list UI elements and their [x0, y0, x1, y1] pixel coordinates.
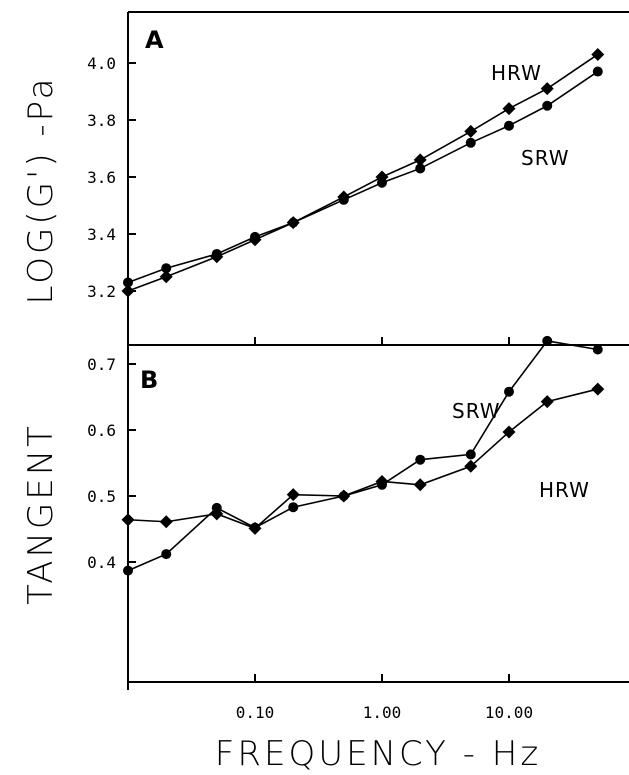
point-srw	[542, 100, 553, 111]
point-hrw	[121, 513, 135, 527]
point-hrw	[159, 515, 173, 529]
point-hrw	[375, 474, 389, 488]
point-hrw	[591, 47, 605, 61]
y-tick-label: 3.8	[87, 111, 116, 130]
series-line-srw	[127, 70, 599, 284]
panel-b: 0.4 0.5 0.6 0.7 0.10 1.00 10.00 B TANGENT SRW HRW F…	[21, 335, 629, 774]
point-srw	[415, 454, 426, 465]
point-hrw	[286, 488, 300, 502]
point-srw	[504, 120, 514, 131]
panel-a: 3.2 3.4 3.6 3.8 4.0 A LOG(G') -Pa HRW SRW	[21, 11, 629, 346]
y-tick-label: 0.5	[87, 487, 116, 506]
point-srw	[504, 386, 514, 397]
point-hrw	[502, 425, 516, 439]
point-srw	[288, 502, 299, 513]
series-label-hrw: HRW	[491, 61, 542, 85]
point-srw	[123, 277, 133, 288]
y-axis-title: LOG(G') -Pa	[21, 76, 61, 305]
point-hrw	[159, 270, 173, 284]
x-tick-label: 0.10	[236, 703, 275, 722]
series-line-hrw	[127, 388, 598, 530]
point-srw	[161, 549, 172, 560]
point-srw	[377, 177, 387, 188]
y-tick-label: 0.4	[87, 553, 116, 572]
point-hrw	[337, 489, 351, 503]
point-srw	[465, 449, 476, 460]
point-hrw	[413, 153, 427, 167]
series-label-srw: SRW	[521, 146, 570, 170]
y-tick-label: 3.2	[87, 282, 116, 301]
point-srw	[542, 335, 553, 346]
point-srw	[123, 565, 133, 576]
x-tick-label: 10.00	[485, 703, 533, 722]
point-srw	[250, 231, 260, 242]
point-hrw	[210, 507, 224, 521]
point-hrw	[248, 521, 262, 535]
x-tick-label: 1.00	[363, 703, 402, 722]
point-hrw	[121, 284, 135, 298]
point-srw	[592, 344, 603, 355]
point-hrw	[540, 82, 554, 96]
y-tick-label: 0.7	[87, 355, 116, 374]
y-tick-label: 3.4	[87, 225, 116, 244]
point-hrw	[413, 478, 427, 492]
series-line-srw	[127, 340, 598, 572]
point-hrw	[502, 102, 516, 116]
x-axis-title: FREQUENCY - Hz	[215, 734, 541, 774]
panel-letter: A	[145, 26, 164, 54]
point-srw	[415, 163, 426, 174]
point-srw	[161, 263, 172, 274]
point-hrw	[540, 395, 554, 409]
point-srw	[288, 217, 299, 228]
series-line-hrw	[127, 53, 599, 292]
point-hrw	[464, 124, 478, 138]
point-hrw	[591, 382, 605, 396]
point-hrw	[464, 459, 478, 473]
panel-letter: B	[140, 366, 158, 394]
y-tick-label: 4.0	[87, 54, 116, 73]
series-label-srw: SRW	[452, 399, 501, 423]
y-tick-label: 0.6	[87, 421, 116, 440]
point-srw	[338, 194, 349, 205]
point-srw	[211, 248, 222, 259]
y-axis-title: TANGENT	[21, 423, 61, 605]
series-label-hrw: HRW	[539, 478, 590, 502]
y-tick-label: 3.6	[87, 168, 116, 187]
point-srw	[592, 66, 603, 77]
point-srw	[465, 137, 476, 148]
